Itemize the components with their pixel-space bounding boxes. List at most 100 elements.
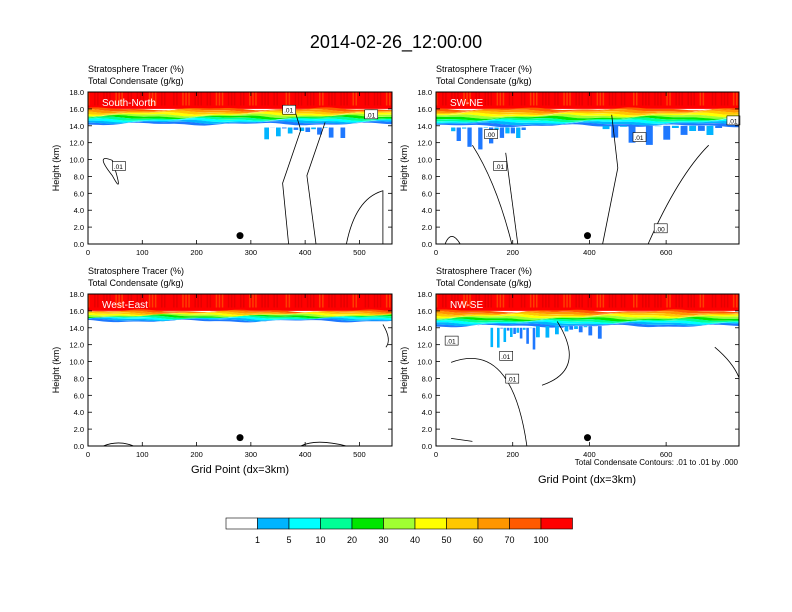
tracer-streak xyxy=(309,294,312,308)
tracer-streak xyxy=(94,294,96,308)
tracer-streak xyxy=(103,294,105,308)
intrusion-patch xyxy=(715,125,723,128)
colorbar-swatch xyxy=(414,517,447,530)
tracer-streak xyxy=(200,294,202,308)
intrusion-patch xyxy=(559,326,564,328)
x-tick-label: 0 xyxy=(434,248,438,257)
intrusion-patch xyxy=(588,326,593,336)
tracer-streak xyxy=(496,294,499,308)
tracer-streak xyxy=(711,92,714,106)
intrusion-patch xyxy=(499,127,505,138)
tracer-streak xyxy=(590,92,592,106)
plot-frame xyxy=(87,293,393,447)
y-tick-label: 10.0 xyxy=(417,358,432,367)
tracer-streak xyxy=(554,294,556,308)
tracer-streak xyxy=(614,294,617,308)
panel-header-condensate: Total Condensate (g/kg) xyxy=(88,278,184,288)
intrusion-patch xyxy=(555,326,559,335)
tracer-streak xyxy=(726,92,729,106)
panel-header-tracer: Stratosphere Tracer (%) xyxy=(436,266,532,276)
panel-label: SW-NE xyxy=(450,98,483,109)
tracer-streak xyxy=(645,92,647,106)
tracer-streak xyxy=(681,294,683,308)
tracer-streak xyxy=(164,294,166,308)
tracer-streak xyxy=(267,294,269,308)
tracer-band xyxy=(88,318,392,323)
tracer-band xyxy=(88,311,392,316)
location-marker xyxy=(584,434,591,442)
y-tick-label: 16.0 xyxy=(417,105,432,114)
tracer-streak xyxy=(511,294,514,308)
tracer-streak xyxy=(285,294,288,308)
condensate-contour xyxy=(450,358,528,447)
tracer-band xyxy=(88,309,392,314)
tracer-streak xyxy=(699,92,702,106)
intrusion-patch xyxy=(497,327,500,348)
tracer-streak xyxy=(681,92,683,106)
tracer-band xyxy=(88,310,392,315)
tracer-streak xyxy=(209,92,212,106)
tracer-streak xyxy=(221,294,224,308)
intrusion-patch xyxy=(293,127,299,130)
tracer-streak xyxy=(736,92,738,106)
tracer-streak xyxy=(726,294,729,308)
tracer-streak xyxy=(373,92,376,106)
tracer-streak xyxy=(233,92,236,106)
x-tick-label: 0 xyxy=(86,248,90,257)
y-axis-label: Height (km) xyxy=(51,145,61,192)
x-tick-label: 0 xyxy=(86,450,90,459)
tracer-streak xyxy=(666,294,668,308)
tracer-streak xyxy=(714,294,717,308)
intrusion-patch xyxy=(680,125,688,135)
y-tick-label: 8.0 xyxy=(74,172,84,181)
x-tick-label: 400 xyxy=(299,248,312,257)
tracer-band xyxy=(436,107,739,112)
tracer-streak xyxy=(602,92,605,106)
x-tick-label: 400 xyxy=(583,248,596,257)
contour-label: .01 xyxy=(507,377,516,384)
tracer-streak xyxy=(319,294,321,308)
tracer-streak xyxy=(130,294,133,308)
x-tick-label: 500 xyxy=(353,450,366,459)
colorbar-swatch xyxy=(320,517,353,530)
tracer-streak xyxy=(642,92,644,106)
tracer-streak xyxy=(599,92,602,106)
intrusion-patch xyxy=(462,127,467,129)
tracer-streak xyxy=(151,92,154,106)
y-tick-label: 4.0 xyxy=(74,408,84,417)
tracer-streak xyxy=(200,92,202,106)
y-tick-label: 4.0 xyxy=(74,206,84,215)
tracer-streak xyxy=(103,92,105,106)
y-tick-label: 0.0 xyxy=(74,442,84,451)
tracer-streak xyxy=(306,294,309,308)
tracer-streak xyxy=(94,92,96,106)
tracer-streak xyxy=(536,92,538,106)
intrusion-patch xyxy=(620,125,627,127)
intrusion-patch xyxy=(505,127,510,134)
intrusion-patch xyxy=(322,127,328,128)
y-tick-label: 6.0 xyxy=(422,189,432,198)
intrusion-patch xyxy=(467,127,472,147)
tracer-streak xyxy=(436,92,438,106)
tracer-streak xyxy=(385,294,388,308)
tracer-streak xyxy=(523,92,526,106)
colorbar-swatch xyxy=(446,517,479,530)
condensate-contour xyxy=(282,110,302,245)
plot-frame xyxy=(87,91,393,245)
y-tick-label: 16.0 xyxy=(417,307,432,316)
tracer-streak xyxy=(466,92,468,106)
intrusion-patch xyxy=(506,327,510,331)
tracer-streak xyxy=(255,92,257,106)
tracer-streak xyxy=(675,92,677,106)
intrusion-patch xyxy=(564,326,569,332)
tracer-streak xyxy=(346,294,348,308)
tracer-streak xyxy=(334,294,336,308)
tracer-band xyxy=(88,312,392,317)
panel-label: NW-SE xyxy=(450,300,483,311)
tracer-band xyxy=(88,115,392,120)
tracer-streak xyxy=(675,294,677,308)
y-tick-label: 2.0 xyxy=(74,223,84,232)
tracer-streak xyxy=(648,92,650,106)
tracer-streak xyxy=(557,92,559,106)
